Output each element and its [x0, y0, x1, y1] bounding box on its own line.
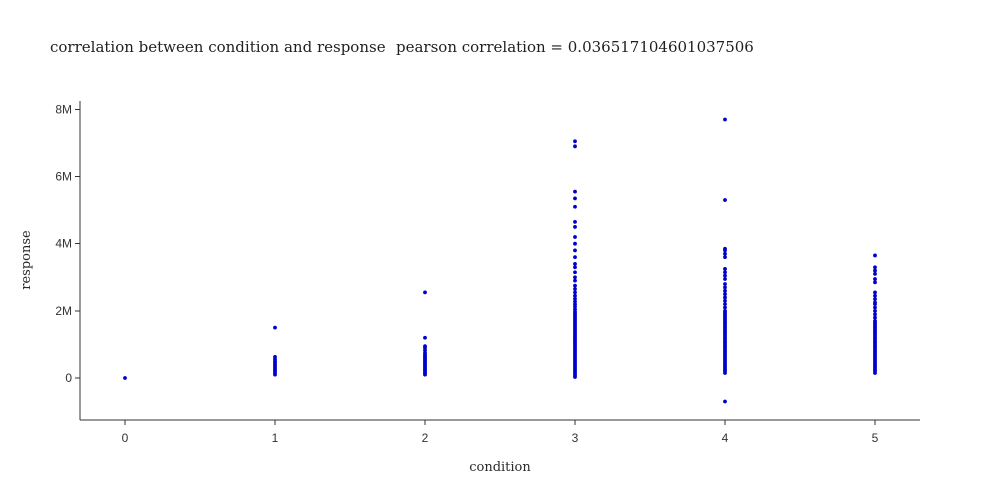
scatter-point	[873, 308, 877, 313]
scatter-point	[723, 305, 727, 310]
scatter-point	[573, 299, 577, 304]
scatter-point	[873, 319, 877, 323]
y-tick-label: 8M	[55, 102, 72, 116]
scatter-point	[873, 297, 877, 302]
scatter-point	[723, 399, 727, 404]
scatter-point	[573, 196, 577, 201]
scatter-point	[573, 139, 577, 144]
x-axis-ticks: 0 1 2 3 4 5	[122, 420, 879, 445]
scatter-point	[273, 354, 277, 359]
x-axis-title: condition	[469, 460, 531, 475]
scatter-point	[873, 253, 877, 258]
scatter-point	[873, 280, 877, 285]
x-tick-label: 4	[722, 431, 729, 445]
scatter-point	[873, 277, 877, 281]
scatter-point	[723, 292, 727, 296]
scatter-point	[423, 344, 427, 349]
scatter-point	[573, 261, 577, 266]
chart-title-left: correlation between condition and respon…	[50, 38, 386, 56]
y-axis-ticks: 0 2M 4M 6M 8M	[55, 102, 80, 385]
scatter-point	[573, 241, 577, 246]
scatter-point	[423, 335, 427, 340]
x-tick-label: 0	[122, 431, 129, 445]
scatter-point	[873, 265, 877, 270]
scatter-point	[573, 287, 577, 291]
scatter-point	[573, 278, 577, 283]
scatter-point	[573, 283, 577, 288]
scatter-point	[723, 295, 727, 300]
x-tick-label: 1	[272, 431, 279, 445]
scatter-point	[723, 255, 727, 260]
scatter-point	[573, 296, 577, 301]
scatter-point	[573, 293, 577, 298]
scatter-point	[873, 293, 877, 298]
scatter-point	[723, 277, 727, 281]
x-tick-label: 2	[422, 431, 429, 445]
scatter-point	[573, 189, 577, 194]
y-tick-label: 6M	[55, 170, 72, 184]
scatter-point	[723, 251, 727, 256]
y-tick-label: 2M	[55, 304, 72, 318]
scatter-point	[873, 315, 877, 320]
scatter-point	[723, 266, 727, 271]
scatter-point	[873, 305, 877, 310]
scatter-point	[573, 275, 577, 280]
chart-title: correlation between condition and respon…	[50, 38, 754, 56]
x-tick-label: 5	[872, 431, 879, 445]
scatter-point	[573, 302, 577, 307]
scatter-point	[573, 270, 577, 275]
scatter-point	[873, 300, 877, 305]
scatter-point	[723, 246, 727, 251]
scatter-point	[723, 285, 727, 290]
scatter-point	[573, 225, 577, 229]
scatter-point	[723, 198, 727, 202]
scatter-point	[573, 235, 577, 239]
scatter-point	[873, 312, 877, 317]
scatter-point	[573, 248, 577, 253]
scatter-point	[723, 298, 727, 303]
scatter-point	[573, 265, 577, 270]
chart-title-right: pearson correlation = 0.0365171046010375…	[396, 38, 754, 56]
scatter-point	[723, 270, 727, 275]
scatter-point	[573, 219, 577, 224]
x-tick-label: 3	[572, 431, 579, 445]
scatter-point	[723, 117, 727, 122]
scatter-point	[273, 325, 277, 330]
scatter-point	[873, 268, 877, 273]
scatter-point	[723, 308, 727, 313]
scatter-point	[873, 290, 877, 295]
scatter-point	[723, 288, 727, 293]
scatter-point	[573, 204, 577, 209]
points-layer	[123, 117, 877, 404]
scatter-point	[573, 255, 577, 260]
scatter-point	[873, 272, 877, 276]
y-tick-label: 4M	[55, 237, 72, 251]
y-tick-label: 0	[65, 371, 72, 385]
scatter-point	[423, 290, 427, 295]
scatter-point	[723, 282, 727, 286]
scatter-point	[573, 144, 577, 149]
y-axis-title: response	[19, 230, 34, 290]
scatter-point	[573, 307, 577, 312]
scatter-point	[123, 376, 127, 380]
scatter-point	[723, 302, 727, 307]
scatter-point	[723, 273, 727, 278]
scatter-point	[573, 290, 577, 295]
